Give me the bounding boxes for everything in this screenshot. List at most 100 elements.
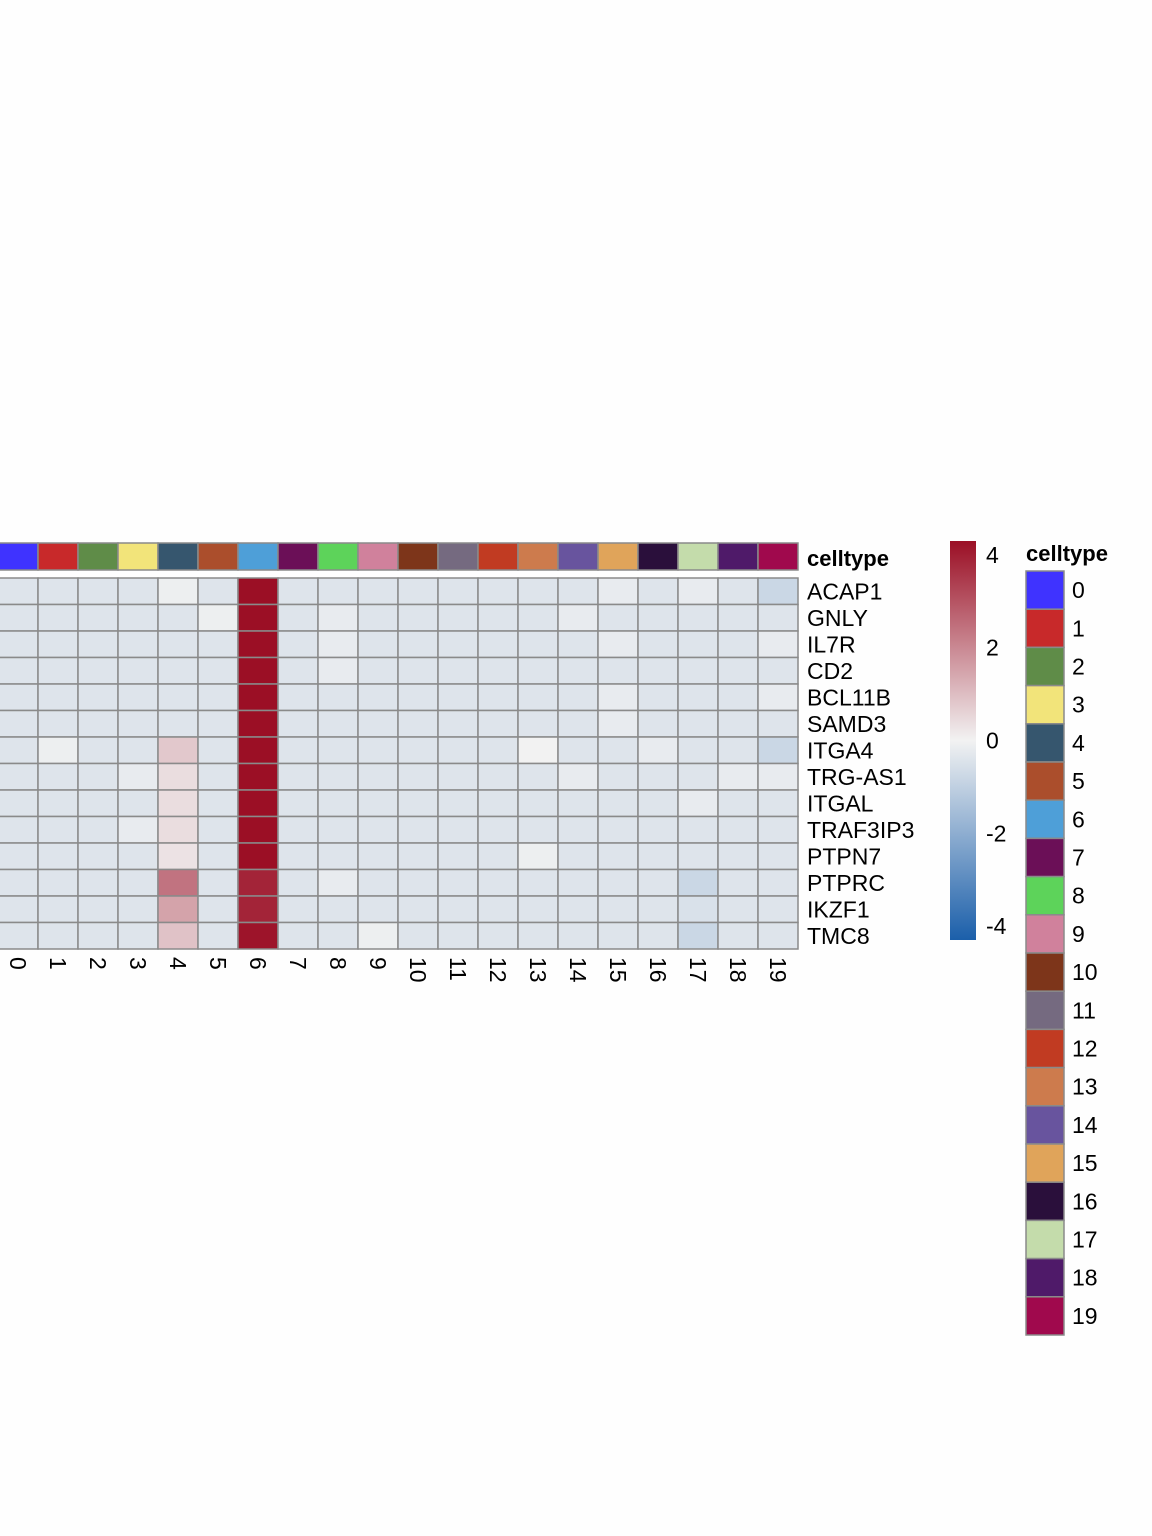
- heat-cell: [357, 577, 399, 606]
- heat-cell: [397, 868, 439, 897]
- annotation-cell-11: [437, 542, 479, 571]
- heat-cell: [557, 762, 599, 791]
- heat-cell: [237, 895, 279, 924]
- heat-cell: [677, 762, 719, 791]
- heat-cell: [437, 815, 479, 844]
- heat-cell: [677, 921, 719, 950]
- heat-cell: [477, 762, 519, 791]
- heat-cell: [0, 789, 39, 818]
- legend-swatch-9: [1025, 914, 1065, 954]
- heat-cell: [677, 656, 719, 685]
- heat-cell: [37, 577, 79, 606]
- heat-cell: [757, 577, 799, 606]
- annotation-cell-12: [477, 542, 519, 571]
- annotation-cell-16: [637, 542, 679, 571]
- heat-cell: [597, 630, 639, 659]
- column-label: 12: [485, 957, 511, 983]
- heat-cell: [157, 603, 199, 632]
- legend-label: 16: [1072, 1188, 1098, 1214]
- heat-cell: [517, 630, 559, 659]
- heat-cell: [197, 789, 239, 818]
- heat-cell: [197, 736, 239, 765]
- annotation-cell-4: [157, 542, 199, 571]
- gene-label: IKZF1: [807, 896, 870, 922]
- heat-cell: [157, 709, 199, 738]
- heat-cell: [637, 921, 679, 950]
- heat-cell: [637, 842, 679, 871]
- heat-cell: [157, 868, 199, 897]
- column-label: 10: [405, 957, 431, 983]
- column-label: 5: [205, 957, 231, 970]
- heat-cell: [397, 736, 439, 765]
- heat-cell: [77, 762, 119, 791]
- gene-label: PTPRC: [807, 870, 885, 896]
- legend-label: 1: [1072, 615, 1085, 641]
- legend-swatch-10: [1025, 952, 1065, 992]
- heat-cell: [237, 789, 279, 818]
- heat-cell: [317, 868, 359, 897]
- heat-cell: [477, 815, 519, 844]
- annotation-cell-8: [317, 542, 359, 571]
- heat-cell: [677, 736, 719, 765]
- heat-cell: [437, 603, 479, 632]
- legend-swatch-8: [1025, 875, 1065, 916]
- heat-cell: [517, 895, 559, 924]
- heat-cell: [157, 736, 199, 765]
- celltype-annotation-row: [0, 542, 799, 571]
- heat-cell: [637, 868, 679, 897]
- heat-cell: [117, 630, 159, 659]
- heat-cell: [317, 789, 359, 818]
- gene-label: CD2: [807, 658, 853, 684]
- heat-cell: [237, 683, 279, 712]
- heat-cell: [757, 603, 799, 632]
- heat-cell: [677, 868, 719, 897]
- heat-cell: [477, 630, 519, 659]
- heat-cell: [397, 630, 439, 659]
- heat-cell: [277, 577, 319, 606]
- heat-cell: [597, 603, 639, 632]
- heat-cell: [397, 842, 439, 871]
- heat-cell: [237, 921, 279, 950]
- heat-cell: [277, 683, 319, 712]
- heat-cell: [117, 603, 159, 632]
- heat-cell: [717, 736, 759, 765]
- heat-cell: [197, 895, 239, 924]
- heat-cell: [437, 577, 479, 606]
- heat-cell: [477, 842, 519, 871]
- heat-cell: [397, 815, 439, 844]
- annotation-cell-7: [277, 542, 319, 571]
- legend-swatch-19: [1025, 1296, 1065, 1336]
- heat-cell: [717, 709, 759, 738]
- column-label: 2: [85, 957, 111, 970]
- column-label: 11: [445, 957, 471, 981]
- heat-cell: [557, 842, 599, 871]
- heat-cell: [397, 895, 439, 924]
- gene-label: TRAF3IP3: [807, 817, 914, 843]
- heat-cell: [317, 709, 359, 738]
- colorbar-tick: 4: [986, 542, 999, 568]
- heat-cell: [677, 577, 719, 606]
- heat-cell: [317, 815, 359, 844]
- legend-label: 12: [1072, 1036, 1098, 1062]
- heat-cell: [277, 815, 319, 844]
- heat-cell: [37, 656, 79, 685]
- heat-cell: [197, 842, 239, 871]
- heat-cell: [277, 895, 319, 924]
- annotation-cell-18: [717, 542, 759, 571]
- heat-cell: [437, 895, 479, 924]
- heat-cell: [277, 656, 319, 685]
- legend-label: 0: [1072, 577, 1085, 603]
- column-labels: 0 1 2 3 4 5 6 7 8 9 10 11 12 13 14 15 16 17 18 19: [5, 957, 791, 983]
- heat-cell: [437, 630, 479, 659]
- column-label: 8: [325, 957, 351, 970]
- heat-cell: [677, 709, 719, 738]
- heat-cell: [357, 709, 399, 738]
- heat-cell: [517, 603, 559, 632]
- legend-swatch-16: [1025, 1181, 1065, 1222]
- heat-cell: [597, 709, 639, 738]
- heat-cell: [197, 603, 239, 632]
- heat-cell: [237, 709, 279, 738]
- heat-cell: [397, 656, 439, 685]
- heat-cell: [477, 577, 519, 606]
- heat-cell: [477, 683, 519, 712]
